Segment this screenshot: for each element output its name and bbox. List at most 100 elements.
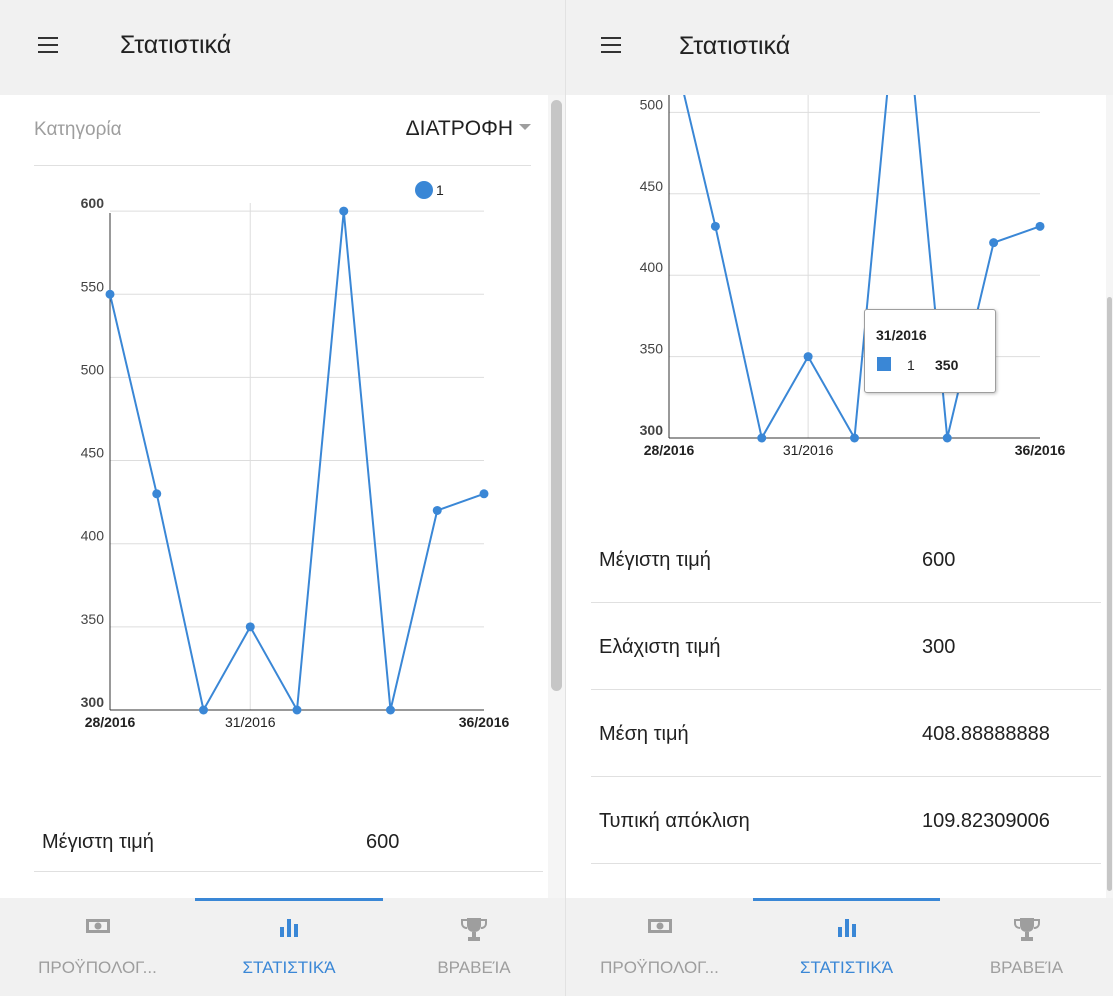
money-icon — [647, 916, 673, 941]
data-point[interactable] — [479, 489, 489, 499]
app-bar: Στατιστικά — [0, 0, 565, 95]
x-tick-label: 31/2016 — [225, 714, 276, 730]
stat-row: Μέγιστη τιμή 600 — [34, 785, 543, 872]
page-title: Στατιστικά — [120, 31, 232, 59]
category-dropdown[interactable]: ΔΙΑΤΡΟΦΗ — [406, 117, 531, 141]
bar-chart-icon — [278, 916, 300, 943]
trophy-icon — [460, 916, 488, 947]
scroll-content[interactable]: Κατηγορία ΔΙΑΤΡΟΦΗ 600 550 500 450 400 350 300… — [0, 95, 565, 898]
y-tick-label: 400 — [640, 259, 664, 275]
category-row: Κατηγορία ΔΙΑΤΡΟΦΗ — [34, 95, 531, 166]
data-point[interactable] — [245, 622, 255, 632]
nav-budget[interactable]: ΠΡΟΫΠΟΛΟΓ... — [0, 898, 195, 996]
nav-label: ΒΡΑΒΕΊΑ — [437, 958, 511, 977]
stat-label: Μέγιστη τιμή — [42, 831, 154, 853]
stat-value: 408.88888888 — [922, 723, 1050, 745]
bottom-nav: ΠΡΟΫΠΟΛΟΓ... ΣΤΑΤΙΣΤΙΚΆ ΒΡΑΒΕΊΑ — [566, 898, 1113, 996]
data-point[interactable] — [803, 352, 813, 362]
data-point[interactable] — [850, 433, 859, 443]
data-point[interactable] — [757, 433, 767, 443]
stat-label: Τυπική απόκλιση — [599, 810, 750, 832]
y-tick-label: 350 — [81, 611, 105, 627]
line-chart: 600 550 500 450 400 350 300 28/2016 31/2016 36/20… — [0, 165, 545, 765]
y-tick-label: 450 — [81, 445, 105, 461]
nav-budget[interactable]: ΠΡΟΫΠΟΛΟΓ... — [566, 898, 753, 996]
stat-value: 600 — [922, 549, 956, 571]
nav-label: ΒΡΑΒΕΊΑ — [989, 958, 1064, 977]
active-tab-indicator — [753, 898, 940, 901]
stat-value: 109.82309006 — [922, 810, 1050, 832]
right-screen: Στατιστικά 500 450 400 350 300 28/2016 31/2016… — [566, 0, 1113, 996]
y-tick-label: 300 — [640, 422, 664, 438]
y-tick-label: 400 — [81, 528, 105, 544]
line-chart-svg: 500 450 400 350 300 28/2016 31/2016 36/2016 — [640, 95, 1066, 458]
series-group — [683, 95, 1045, 443]
data-point[interactable] — [386, 705, 395, 715]
data-point[interactable] — [1035, 221, 1045, 231]
stat-value: 300 — [922, 636, 956, 658]
y-tick-label: 500 — [81, 361, 105, 377]
y-tick-label: 450 — [640, 178, 664, 194]
category-value: ΔΙΑΤΡΟΦΗ — [405, 117, 513, 140]
line-chart: 500 450 400 350 300 28/2016 31/2016 36/2016 — [566, 95, 1096, 515]
x-tick-label: 36/2016 — [459, 714, 510, 730]
scrollbar[interactable] — [548, 95, 565, 898]
stat-row: Ελάχιστη τιμή 300 — [591, 603, 1101, 690]
nav-statistics[interactable]: ΣΤΑΤΙΣΤΙΚΆ — [195, 898, 383, 996]
nav-awards[interactable]: ΒΡΑΒΕΊΑ — [383, 898, 565, 996]
data-point[interactable] — [989, 238, 999, 248]
tooltip-value: 350 — [935, 357, 959, 373]
nav-label: ΣΤΑΤΙΣΤΙΚΆ — [242, 958, 336, 977]
nav-statistics[interactable]: ΣΤΑΤΙΣΤΙΚΆ — [753, 898, 940, 996]
line-chart-svg: 600 550 500 450 400 350 300 28/2016 31/2016 36/20… — [81, 181, 510, 730]
data-point[interactable] — [152, 489, 162, 499]
category-label: Κατηγορία — [34, 119, 122, 140]
left-screen: Στατιστικά Κατηγορία ΔΙΑΤΡΟΦΗ 600 550 500 4… — [0, 0, 565, 996]
money-icon — [85, 916, 111, 941]
bar-chart-icon — [836, 916, 858, 943]
data-point[interactable] — [199, 705, 208, 715]
stat-row: Μέγιστη τιμή 600 — [591, 516, 1101, 603]
stat-label: Ελάχιστη τιμή — [599, 636, 721, 658]
data-point[interactable] — [105, 289, 115, 299]
stat-value: 600 — [366, 831, 400, 853]
data-point[interactable] — [292, 705, 302, 715]
legend-label: 1 — [436, 182, 444, 198]
chevron-down-icon — [519, 124, 531, 131]
y-tick-label: 550 — [81, 278, 105, 294]
menu-icon[interactable] — [38, 37, 58, 53]
scrollbar-thumb[interactable] — [551, 100, 562, 691]
data-point[interactable] — [710, 221, 720, 231]
data-point[interactable] — [339, 206, 349, 216]
stat-row: Μέση τιμή 408.88888888 — [591, 690, 1101, 777]
tooltip-series: 1 — [907, 357, 915, 373]
y-tick-label: 500 — [640, 96, 664, 112]
nav-label: ΣΤΑΤΙΣΤΙΚΆ — [799, 958, 894, 977]
scroll-content[interactable]: 500 450 400 350 300 28/2016 31/2016 36/2016 31/… — [566, 95, 1113, 898]
y-tick-label: 300 — [81, 694, 105, 710]
tooltip-swatch — [877, 357, 891, 371]
menu-icon[interactable] — [601, 37, 621, 53]
data-point[interactable] — [432, 505, 442, 515]
x-tick-label: 28/2016 — [85, 714, 136, 730]
bottom-nav: ΠΡΟΫΠΟΛΟΓ... ΣΤΑΤΙΣΤΙΚΆ ΒΡΑΒΕΊΑ — [0, 898, 565, 996]
scrollbar[interactable] — [1106, 95, 1113, 898]
nav-label: ΠΡΟΫΠΟΛΟΓ... — [600, 958, 719, 977]
stat-label: Μέγιστη τιμή — [599, 549, 711, 571]
scrollbar-thumb[interactable] — [1107, 297, 1112, 891]
active-tab-indicator — [195, 898, 383, 901]
data-point[interactable] — [942, 433, 952, 443]
page-title: Στατιστικά — [679, 32, 791, 60]
tooltip-title: 31/2016 — [876, 327, 927, 343]
trophy-icon — [1013, 916, 1041, 947]
y-tick-label: 600 — [81, 195, 105, 211]
chart-tooltip: 31/2016 1 350 — [864, 309, 996, 393]
y-tick-label: 350 — [640, 341, 664, 357]
nav-awards[interactable]: ΒΡΑΒΕΊΑ — [940, 898, 1113, 996]
x-tick-label: 31/2016 — [783, 442, 834, 458]
screen-divider — [565, 0, 566, 996]
stat-label: Μέση τιμή — [599, 723, 689, 745]
x-tick-label: 28/2016 — [644, 442, 695, 458]
legend-swatch — [415, 181, 433, 199]
series-group — [105, 206, 489, 715]
